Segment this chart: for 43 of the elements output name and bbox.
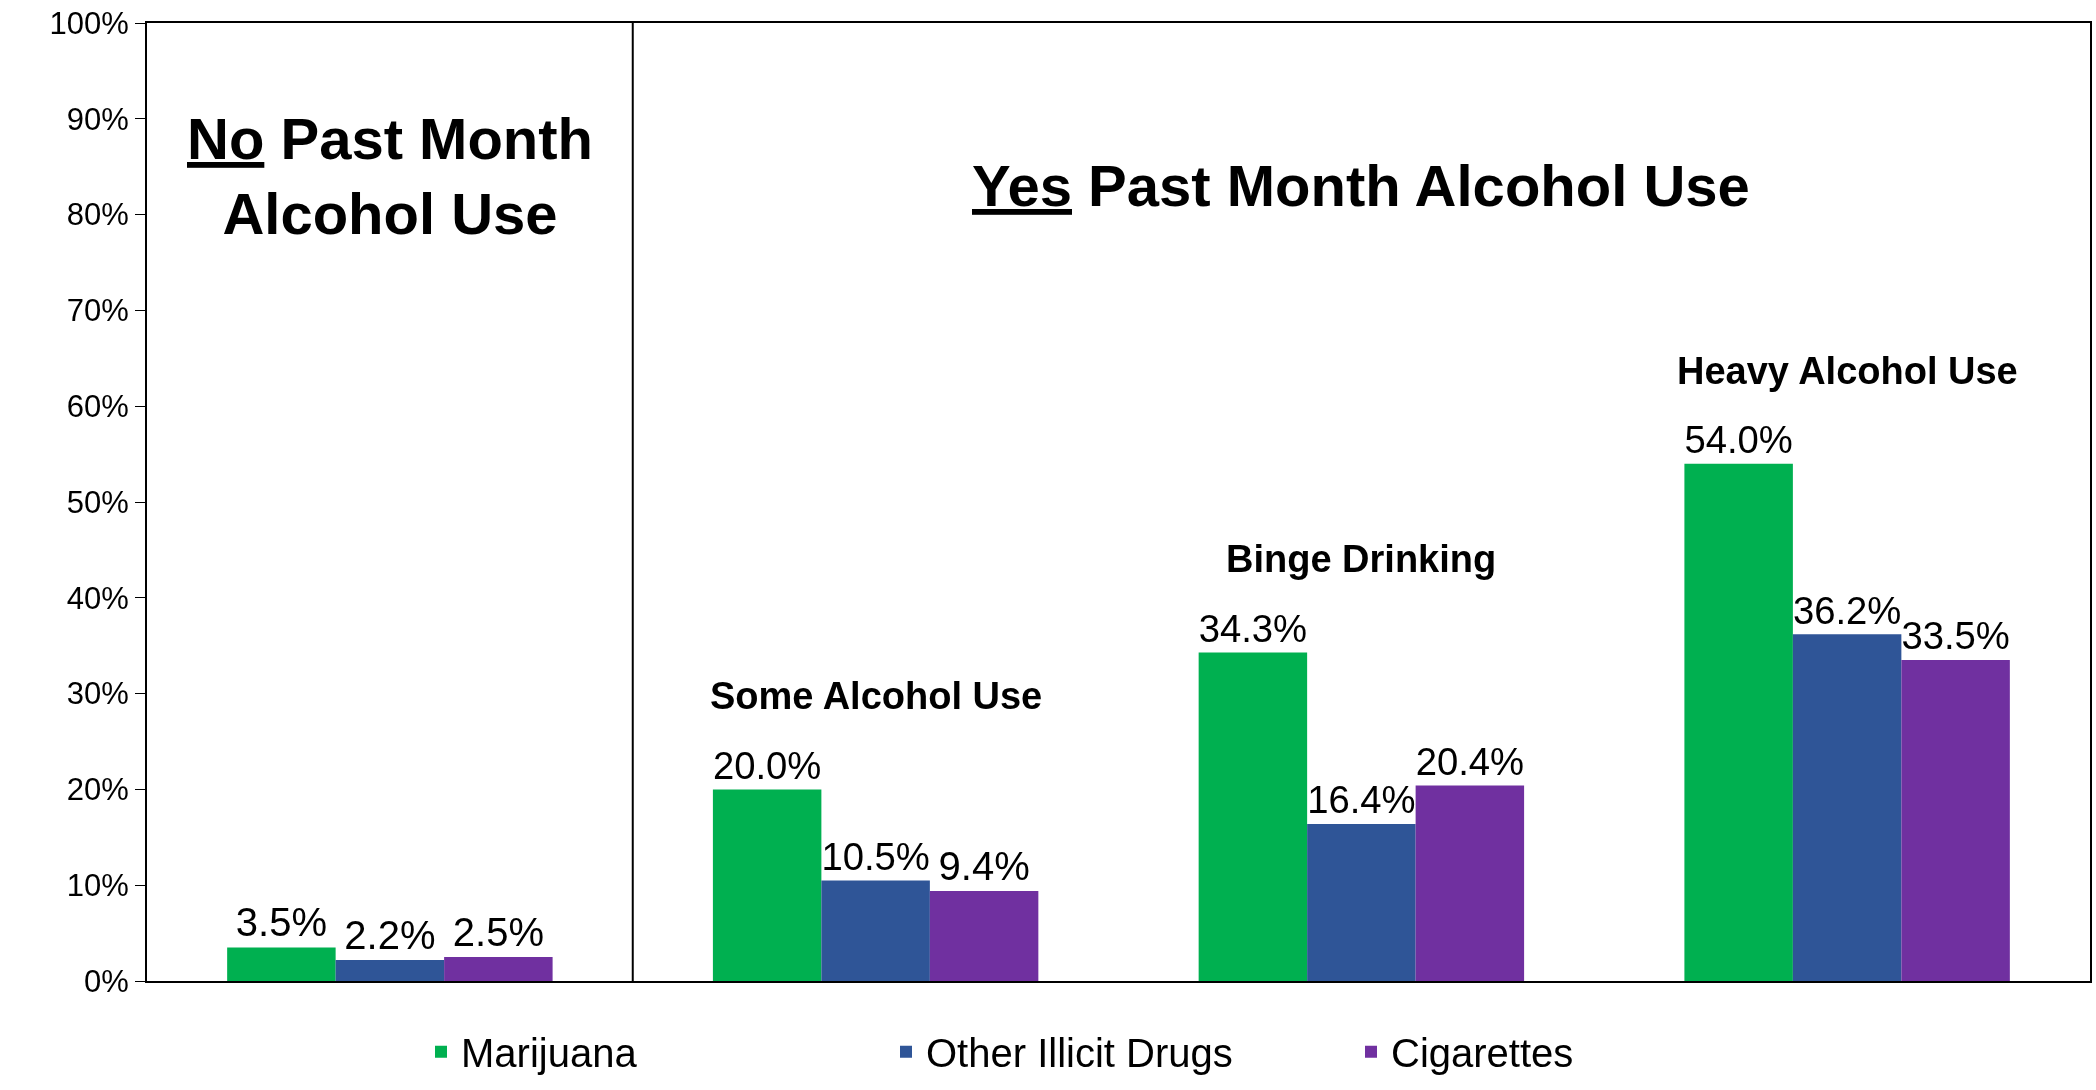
data-label: 2.2% xyxy=(344,912,436,957)
bar xyxy=(1792,634,1902,981)
data-label: 9.4% xyxy=(938,843,1030,888)
data-label: 54.0% xyxy=(1684,418,1793,462)
legend-label: Cigarettes xyxy=(1391,1031,1574,1076)
annotation: No Past Month Alcohol Use xyxy=(187,106,593,247)
data-label: 20.4% xyxy=(1415,739,1525,783)
y-tick-label: 10% xyxy=(66,868,129,904)
bar xyxy=(821,880,930,981)
bar xyxy=(929,890,1039,981)
data-label: 3.5% xyxy=(235,900,327,945)
bar xyxy=(335,959,445,981)
bar xyxy=(1307,823,1416,981)
legend-label: Marijuana xyxy=(461,1031,638,1076)
y-tick-label: 100% xyxy=(49,5,129,41)
y-tick-label: 0% xyxy=(83,963,129,999)
bar xyxy=(1901,660,2010,981)
data-label: 10.5% xyxy=(821,834,930,878)
y-tick-label: 40% xyxy=(66,580,129,616)
legend-label: Other Illicit Drugs xyxy=(926,1031,1233,1076)
bar xyxy=(1415,785,1525,981)
y-tick-label: 60% xyxy=(66,389,129,425)
data-label: 16.4% xyxy=(1307,778,1416,822)
data-label: 2.5% xyxy=(452,910,544,955)
x-tick-label: Some Alcohol Use xyxy=(710,675,1043,717)
bar xyxy=(1198,652,1308,981)
x-tick-label: Binge Drinking xyxy=(1226,538,1497,580)
bar xyxy=(444,957,553,981)
y-tick-label: 20% xyxy=(66,772,129,808)
bar xyxy=(1684,463,1793,981)
x-tick-label: Heavy Alcohol Use xyxy=(1677,350,2018,392)
data-label: 20.0% xyxy=(712,743,822,787)
y-tick-label: 30% xyxy=(66,676,129,712)
annotation: Yes Past Month Alcohol Use xyxy=(972,153,1750,218)
y-tick-label: 80% xyxy=(66,197,129,233)
data-label: 36.2% xyxy=(1792,588,1902,632)
y-tick-label: 90% xyxy=(66,101,129,137)
bar xyxy=(712,789,822,981)
y-tick-label: 50% xyxy=(66,484,129,520)
data-label: 34.3% xyxy=(1198,606,1308,650)
y-tick-label: 70% xyxy=(66,293,129,329)
data-label: 33.5% xyxy=(1901,614,2010,658)
bar xyxy=(227,947,336,981)
